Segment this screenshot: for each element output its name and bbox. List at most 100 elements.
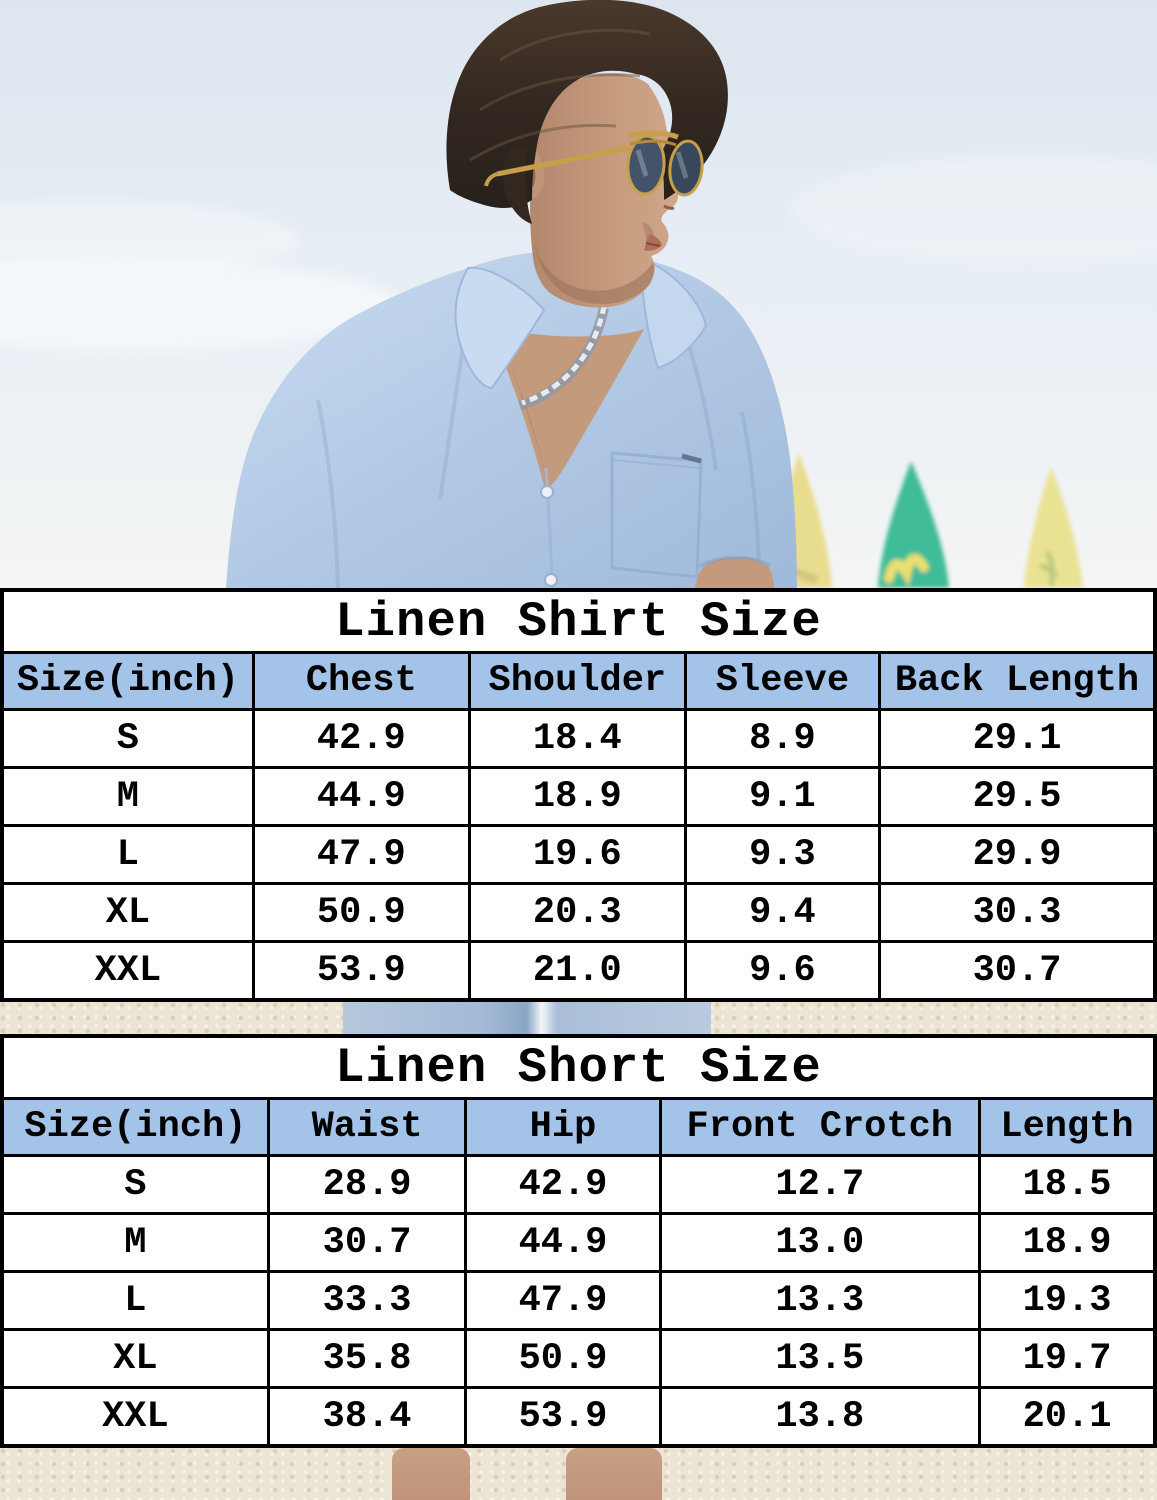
header-row: Size(inch) Chest Shoulder Sleeve Back Length — [4, 654, 1153, 711]
measurement-cell: 9.6 — [683, 940, 882, 998]
size-label: XXL — [4, 940, 255, 998]
right-leg — [566, 1448, 662, 1500]
man-photo — [226, 0, 797, 588]
nostril — [663, 204, 675, 210]
size-label: L — [4, 1270, 270, 1331]
table-row: XXL 53.9 21.0 9.6 30.7 — [4, 940, 1153, 998]
column-header: Chest — [251, 654, 471, 711]
measurement-cell: 18.9 — [977, 1212, 1153, 1273]
chest-skin — [489, 325, 644, 488]
short-table-title: Linen Short Size — [4, 1038, 1153, 1100]
sand-strip-bottom — [0, 1448, 1157, 1500]
size-label: M — [4, 766, 255, 827]
pocket-stitch — [611, 459, 701, 469]
table-row: L 33.3 47.9 13.3 19.3 — [4, 1270, 1153, 1331]
measurement-cell: 18.4 — [467, 708, 687, 769]
measurement-cell: 44.9 — [251, 766, 471, 827]
table-row: M 30.7 44.9 13.0 18.9 — [4, 1212, 1153, 1273]
measurement-cell: 13.8 — [658, 1386, 981, 1444]
measurement-cell: 53.9 — [251, 940, 471, 998]
size-label: S — [4, 708, 255, 769]
surfboard-middle-icon — [878, 461, 949, 588]
table-row: XL 50.9 20.3 9.4 30.3 — [4, 882, 1153, 943]
pocket-slit — [681, 453, 702, 464]
measurement-cell: 29.1 — [878, 708, 1153, 769]
column-header: Back Length — [878, 654, 1153, 711]
chest-pocket — [610, 451, 703, 579]
shirt-size-table: Size(inch) Chest Shoulder Sleeve Back Length… — [4, 654, 1153, 998]
measurement-cell: 18.5 — [977, 1154, 1153, 1215]
measurement-cell: 53.9 — [464, 1386, 662, 1444]
sleeve-hem — [699, 555, 772, 568]
size-label: XXL — [4, 1386, 270, 1444]
shirt-button — [540, 485, 554, 499]
measurement-cell: 19.7 — [977, 1328, 1153, 1389]
column-header: Size(inch) — [4, 654, 255, 711]
measurement-cell: 30.3 — [878, 882, 1153, 943]
measurement-cell: 20.1 — [977, 1386, 1153, 1444]
measurement-cell: 8.9 — [683, 708, 882, 769]
surfboard-right-icon — [1024, 467, 1083, 588]
short-size-table: Size(inch) Waist Hip Front Crotch Length S 28.… — [4, 1100, 1153, 1444]
shirt-table-title: Linen Shirt Size — [4, 592, 1153, 654]
measurement-cell: 47.9 — [464, 1270, 662, 1331]
lips — [644, 234, 662, 251]
hair-strands — [469, 28, 651, 162]
table-row: XL 35.8 50.9 13.5 19.7 — [4, 1328, 1153, 1389]
measurement-cell: 35.8 — [266, 1328, 468, 1389]
measurement-cell: 29.9 — [878, 824, 1153, 885]
measurement-cell: 9.4 — [683, 882, 882, 943]
measurement-cell: 13.5 — [658, 1328, 981, 1389]
measurement-cell: 21.0 — [467, 940, 687, 998]
measurement-cell: 33.3 — [266, 1270, 468, 1331]
measurement-cell: 9.1 — [683, 766, 882, 827]
mouth-line — [645, 242, 661, 247]
hero-photo — [0, 0, 1157, 588]
measurement-cell: 42.9 — [464, 1154, 662, 1215]
measurement-cell: 9.3 — [683, 824, 882, 885]
shirt-hem — [343, 1002, 711, 1034]
sunglasses-icon — [484, 130, 704, 197]
measurement-cell: 30.7 — [878, 940, 1153, 998]
measurement-cell: 50.9 — [464, 1328, 662, 1389]
header-row: Size(inch) Waist Hip Front Crotch Length — [4, 1100, 1153, 1157]
sideburn — [503, 146, 532, 224]
size-label: S — [4, 1154, 270, 1215]
measurement-cell: 44.9 — [464, 1212, 662, 1273]
measurement-cell: 28.9 — [266, 1154, 468, 1215]
column-header: Waist — [266, 1100, 468, 1157]
surfboard-right-mark — [1039, 550, 1058, 587]
size-label: XL — [4, 882, 255, 943]
measurement-cell: 13.0 — [658, 1212, 981, 1273]
table-row: XXL 38.4 53.9 13.8 20.1 — [4, 1386, 1153, 1444]
measurement-cell: 30.7 — [266, 1212, 468, 1273]
measurement-cell: 19.3 — [977, 1270, 1153, 1331]
measurement-cell: 13.3 — [658, 1270, 981, 1331]
shirt-size-section: Linen Shirt Size Size(inch) Chest Shoulder… — [0, 588, 1157, 1002]
measurement-cell: 47.9 — [251, 824, 471, 885]
surfboard-middle-mark — [884, 553, 929, 587]
measurement-cell: 29.5 — [878, 766, 1153, 827]
size-label: M — [4, 1212, 270, 1273]
column-header: Length — [977, 1100, 1153, 1157]
measurement-cell: 20.3 — [467, 882, 687, 943]
size-label: XL — [4, 1328, 270, 1389]
arm-skin — [695, 556, 774, 588]
column-header: Sleeve — [683, 654, 882, 711]
table-row: L 47.9 19.6 9.3 29.9 — [4, 824, 1153, 885]
shirt-button — [544, 573, 558, 587]
measurement-cell: 50.9 — [251, 882, 471, 943]
measurement-cell: 12.7 — [658, 1154, 981, 1215]
left-leg — [392, 1448, 470, 1500]
column-header: Front Crotch — [658, 1100, 981, 1157]
cloud — [0, 202, 300, 278]
cloud — [790, 155, 1157, 265]
cloud — [0, 260, 400, 350]
measurement-cell: 42.9 — [251, 708, 471, 769]
measurement-cell: 19.6 — [467, 824, 687, 885]
collar-left — [454, 266, 546, 390]
beach-scene — [0, 0, 1157, 588]
measurement-cell: 18.9 — [467, 766, 687, 827]
column-header: Shoulder — [467, 654, 687, 711]
short-size-section: Linen Short Size Size(inch) Waist Hip Front… — [0, 1034, 1157, 1448]
